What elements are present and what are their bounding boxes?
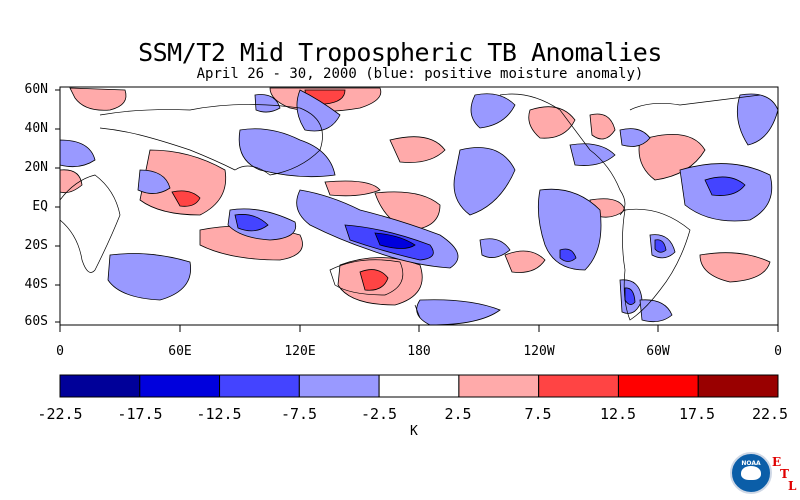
colorbar-tick-label: 22.5 <box>751 405 789 423</box>
axis-ticks <box>55 89 779 332</box>
anomaly-blue <box>569 143 616 166</box>
anomaly-blue <box>470 93 516 129</box>
colorbar-swatch <box>538 374 619 398</box>
colorbar-swatch <box>617 374 699 398</box>
anomaly-blue <box>654 239 667 253</box>
noaa-logo: NOAA <box>730 452 772 494</box>
anomaly-red <box>359 269 389 291</box>
anomaly-blue <box>736 93 779 146</box>
lon-label: 60E <box>168 344 192 359</box>
noaa-logo-text: NOAA <box>741 460 761 467</box>
colorbar <box>59 374 779 398</box>
colorbar-swatch <box>59 374 141 398</box>
colorbar-swatch <box>219 374 300 398</box>
etl-letter: T <box>780 467 789 481</box>
colorbar-tick-label: -22.5 <box>37 405 83 423</box>
anomaly-blue <box>704 176 746 196</box>
anomaly-blue <box>234 214 269 232</box>
anomaly-red <box>324 180 381 197</box>
anomaly-blue <box>639 299 673 323</box>
colorbar-tick-label: -2.5 <box>360 405 398 423</box>
colorbar-tick-label: -12.5 <box>196 405 242 423</box>
anomaly-blue <box>559 248 577 262</box>
colorbar-swatch <box>378 374 460 398</box>
colorbar-tick-label: -7.5 <box>280 405 318 423</box>
lon-label: 0 <box>56 344 64 359</box>
anomaly-red <box>699 252 771 283</box>
anomaly-blue <box>137 169 171 194</box>
anomaly-blue <box>374 232 416 249</box>
lat-label: 40S <box>24 277 48 292</box>
anomaly-blue <box>537 188 602 271</box>
anomaly-red <box>589 113 616 140</box>
lon-label: 180 <box>407 344 431 359</box>
lat-label: 60N <box>24 82 48 97</box>
anomaly-regions <box>59 87 779 326</box>
map-title: SSM/T2 Mid Tropospheric TB Anomalies <box>138 38 662 67</box>
noaa-bird-icon <box>741 466 761 480</box>
anomaly-blue <box>107 253 192 301</box>
etl-letter: L <box>788 479 797 493</box>
lat-label: EQ <box>32 199 48 214</box>
colorbar-swatch <box>298 374 380 398</box>
lat-label: 20N <box>24 160 48 175</box>
colorbar-tick-label: 7.5 <box>524 405 552 423</box>
lat-label: 60S <box>24 314 48 329</box>
anomaly-blue <box>453 147 516 216</box>
colorbar-unit: K <box>410 424 418 439</box>
anomaly-blue <box>238 128 336 178</box>
anomaly-red <box>59 169 83 194</box>
anomaly-blue <box>624 287 636 305</box>
coastlines <box>59 93 761 321</box>
anomaly-blue <box>416 299 501 326</box>
map-subtitle: April 26 - 30, 2000 (blue: positive mois… <box>196 66 644 82</box>
anomaly-blue <box>254 94 281 113</box>
anomaly-red <box>504 250 546 273</box>
colorbar-tick-label: 2.5 <box>444 405 472 423</box>
colorbar-tick-label: -17.5 <box>117 405 163 423</box>
anomaly-blue <box>619 128 651 147</box>
anomaly-red <box>171 190 201 207</box>
colorbar-swatch <box>458 374 540 398</box>
anomaly-blue <box>59 139 96 168</box>
anomaly-blue <box>296 89 341 132</box>
lon-label: 60W <box>646 344 670 359</box>
anomaly-blue <box>479 238 511 258</box>
lat-label: 40N <box>24 121 48 136</box>
anomaly-red <box>69 87 127 111</box>
lat-label: 20S <box>24 238 48 253</box>
anomaly-red <box>374 191 441 231</box>
colorbar-tick-label: 12.5 <box>599 405 637 423</box>
colorbar-swatch <box>139 374 221 398</box>
lon-label: 120E <box>284 344 316 359</box>
anomaly-red <box>389 136 446 163</box>
lon-label: 120W <box>523 344 555 359</box>
lon-label: 0 <box>774 344 782 359</box>
colorbar-swatch <box>697 374 779 398</box>
etl-letter: E <box>772 455 782 469</box>
colorbar-tick-label: 17.5 <box>678 405 716 423</box>
